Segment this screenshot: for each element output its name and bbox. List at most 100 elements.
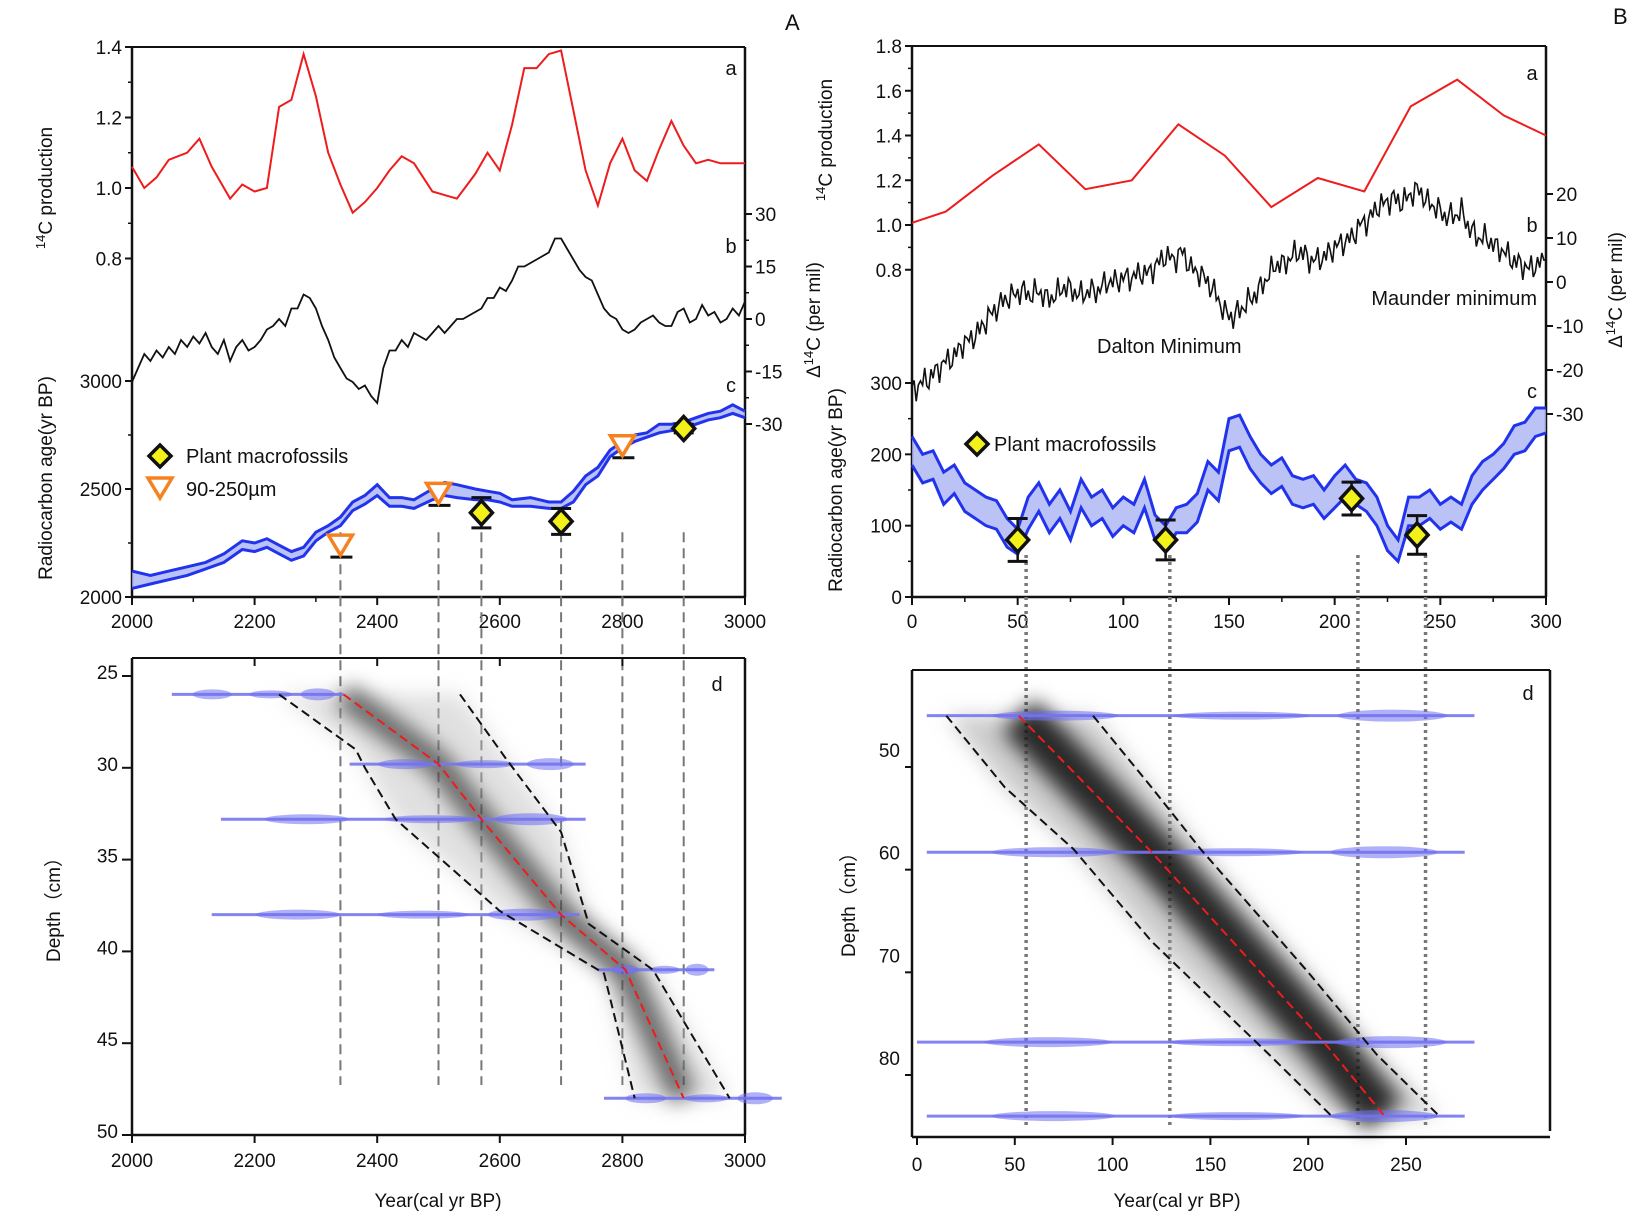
B-d-y-tick-label: 70 (879, 946, 900, 967)
B-curve-label-a: a (1526, 63, 1538, 85)
A-d-calibrated-date-1-density-1 (455, 760, 515, 769)
B-ylabel-14c-production: 14C production (813, 79, 837, 201)
B-b-tick-label: -20 (1556, 361, 1583, 382)
A-d-calibrated-date-5-density-1 (684, 1094, 729, 1103)
A-a-tick-label: 1.2 (96, 109, 122, 130)
B-top-x-tick-label: 200 (1319, 612, 1351, 633)
B-d-calibrated-date-0-density-1 (1173, 711, 1311, 720)
B-c-tick-label: 200 (870, 445, 902, 466)
B-ylabel-radiocarbon-age: Radiocarbon age(yr BP) (826, 388, 847, 592)
A-ylabel-rest: C production (36, 127, 57, 235)
B-curve-label-b: b (1526, 215, 1537, 237)
B-d-x-tick-label: 150 (1195, 1155, 1227, 1176)
B-top-x-tick-label: 50 (1007, 612, 1028, 633)
A-top-x-tick-label: 2400 (356, 612, 398, 633)
B-top-x-tick-label: 0 (907, 612, 918, 633)
A-d-age-model-median (342, 693, 685, 1099)
B-d-calibrated-date-1-density-0 (991, 847, 1116, 858)
B-b-tick-label: 0 (1556, 273, 1567, 294)
A-ylabel-delta14c: Δ14C (per mil) (801, 262, 825, 378)
A-series-delta14c (131, 237, 746, 406)
A-plant-macrofossil-marker (670, 413, 698, 444)
A-b-tick-label: 15 (755, 258, 776, 279)
A-d-calibrated-date-0-density-2 (300, 688, 335, 701)
B-d-age-model-lower_95 (945, 715, 1333, 1117)
B-d-calibrated-date-3-density-1 (1168, 1112, 1304, 1121)
A-a-tick-label: 1.0 (96, 179, 122, 200)
B-top-x-tick-label: 300 (1530, 612, 1562, 633)
A-b-tick-label: 0 (755, 310, 766, 331)
B-d-y-tick-label: 50 (879, 741, 900, 762)
A-d-y-tick-label: 30 (97, 755, 118, 776)
panel-A-depth-chart: 2000 2200 2400 2600 2800 3000 25 30 35 40 45 50 d (97, 657, 782, 1172)
A-ylabel-delta-sup: 14 (801, 351, 816, 365)
B-d-calibrated-date-1-density-1 (1168, 848, 1304, 857)
B-curve-label-c: c (1527, 381, 1537, 403)
A-depth-xlabel: Year(cal yr BP) (374, 1191, 501, 1212)
A-c-tick-label: 3000 (80, 372, 122, 393)
A-d-x-tick-label: 2000 (111, 1151, 153, 1172)
A-b-tick-label: -30 (755, 415, 782, 436)
legend-B-plant-macrofossils-diamond-icon (963, 430, 991, 458)
A-ylabel-radiocarbon-age: Radiocarbon age(yr BP) (36, 376, 57, 580)
A-d-age-model-upper_95 (459, 693, 731, 1099)
A-a-tick-label: 1.4 (96, 38, 123, 59)
B-depth-xlabel: Year(cal yr BP) (1113, 1191, 1240, 1212)
B-a-tick-label: 1.0 (876, 216, 902, 237)
A-d-calibrated-date-3-density-0 (255, 909, 341, 920)
B-d-calibrated-date-0-density-0 (992, 710, 1119, 721)
B-top-x-tick-label: 150 (1213, 612, 1245, 633)
A-d-y-tick-label: 40 (97, 938, 118, 959)
A-plant-macrofossil-marker (547, 506, 575, 536)
A-ylabel-14c-production: 14C production (33, 127, 57, 249)
B-ylabel-sup: 14 (813, 187, 828, 201)
B-b-tick-label: -10 (1556, 317, 1583, 338)
B-d-y-tick-label: 60 (879, 844, 900, 865)
B-a-tick-label: 1.4 (876, 127, 903, 148)
B-d-x-tick-label: 50 (1004, 1155, 1025, 1176)
B-d-age-model-upper_95 (1092, 715, 1441, 1117)
A-d-age-model-lower_95 (278, 693, 636, 1099)
B-d-x-tick-label: 200 (1292, 1155, 1324, 1176)
legend-plant-macrofossils-diamond-icon (146, 442, 174, 470)
panel-label-A: A (785, 10, 800, 35)
B-series-14c-production (911, 78, 1547, 224)
B-a-tick-label: 1.2 (876, 171, 902, 192)
A-d-calibrated-date-2-density-1 (385, 815, 477, 824)
A-ylabel-delta-rest: C (per mil) (804, 262, 825, 351)
A-d-calibrated-date-1-density-2 (526, 758, 574, 771)
B-series-delta14c (911, 181, 1547, 402)
panel-B-top-chart: 0 50 100 150 200 250 3000.81.01.21.41.61.80100… (870, 37, 1583, 1125)
A-curve-label-a: a (725, 58, 737, 80)
panel-A-top-chart: 2000 2200 2400 2600 2800 3000 0.8 1.0 1.2 1.4 2000… (80, 38, 782, 1085)
B-plant-macrofossil-marker (1403, 520, 1431, 550)
A-d-calibrated-date-5-density-2 (737, 1092, 773, 1105)
B-d-age-model-median (1017, 715, 1386, 1117)
A-d-y-tick-label: 45 (97, 1030, 118, 1051)
legend-90-250um-label: 90-250µm (186, 479, 276, 501)
A-d-calibrated-date-5-density-0 (625, 1093, 667, 1104)
A-d-x-tick-label: 3000 (724, 1151, 766, 1172)
B-d-curve-label: d (1522, 683, 1533, 705)
A-curve-label-c: c (726, 375, 736, 397)
A-legend: Plant macrofossils 90-250µm (144, 442, 348, 502)
B-ylabel-rest: C production (816, 79, 837, 187)
A-b-tick-label: -15 (755, 363, 782, 384)
B-ylabel-delta-sup: 14 (1603, 321, 1618, 335)
annotation-dalton-minimum: Dalton Minimum (1097, 336, 1241, 358)
A-d-x-tick-label: 2400 (356, 1151, 398, 1172)
B-d-y-tick-label: 80 (879, 1049, 900, 1070)
B-depth-ylabel: Depth（cm） (838, 843, 860, 957)
A-top-x-tick-label: 2200 (233, 612, 275, 633)
B-d-calibrated-date-1-density-2 (1330, 846, 1438, 859)
A-d-calibrated-date-2-density-0 (264, 814, 349, 825)
B-a-tick-label: 0.8 (876, 261, 902, 282)
A-c-tick-label: 2000 (80, 588, 122, 609)
B-top-x-tick-label: 250 (1424, 612, 1456, 633)
A-d-calibrated-date-1-density-0 (377, 759, 433, 770)
legend-plant-macrofossils-label: Plant macrofossils (186, 446, 348, 468)
B-b-tick-label: 10 (1556, 229, 1577, 250)
annotation-maunder-minimum: Maunder minimum (1371, 288, 1537, 310)
B-c-tick-label: 300 (870, 374, 902, 395)
A-top-x-tick-label: 2800 (601, 612, 643, 633)
